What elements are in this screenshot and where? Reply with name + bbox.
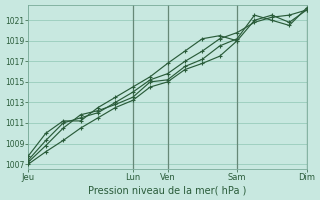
X-axis label: Pression niveau de la mer( hPa ): Pression niveau de la mer( hPa ) (88, 185, 247, 195)
